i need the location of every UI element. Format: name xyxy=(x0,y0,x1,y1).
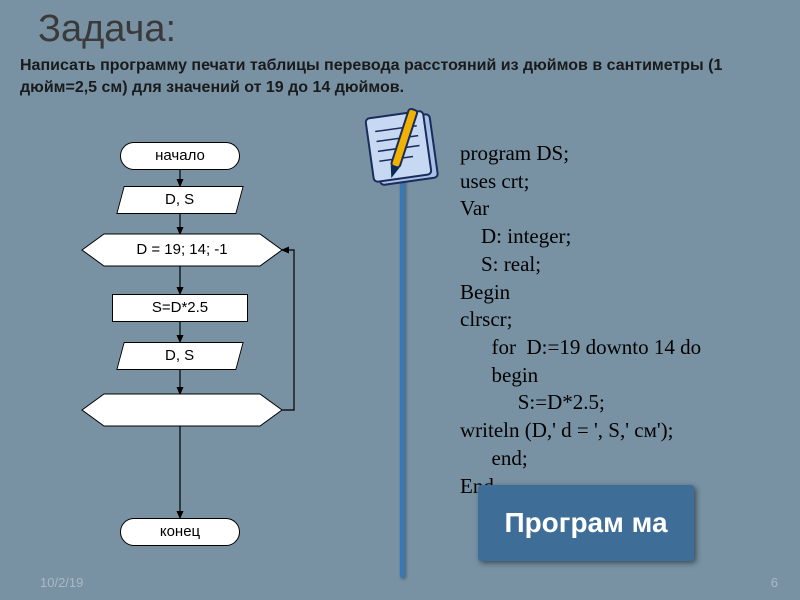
flow-node-io2: D, S xyxy=(116,342,244,370)
footer-date: 10/2/19 xyxy=(40,575,83,590)
task-description: Написать программу печати таблицы перево… xyxy=(0,55,800,108)
footer-page-number: 6 xyxy=(771,575,778,590)
program-badge: Програм ма xyxy=(478,485,694,561)
flow-node-end: конец xyxy=(120,518,240,546)
flow-node-start: начало xyxy=(120,142,240,170)
flow-node-process: S=D*2.5 xyxy=(112,294,248,322)
program-badge-label: Програм ма xyxy=(504,508,667,539)
flow-node-loop: D = 19; 14; -1 xyxy=(82,234,282,266)
notepad-icon xyxy=(352,106,452,194)
flowchart: начало D, S D = 19; 14; -1 S=D*2.5 D, S … xyxy=(60,142,300,572)
flow-node-io1: D, S xyxy=(116,186,244,214)
code-listing: program DS; uses crt; Var D: integer; S:… xyxy=(460,140,780,500)
flow-node-loop-end xyxy=(82,394,282,426)
page-title: Задача: xyxy=(0,0,800,55)
